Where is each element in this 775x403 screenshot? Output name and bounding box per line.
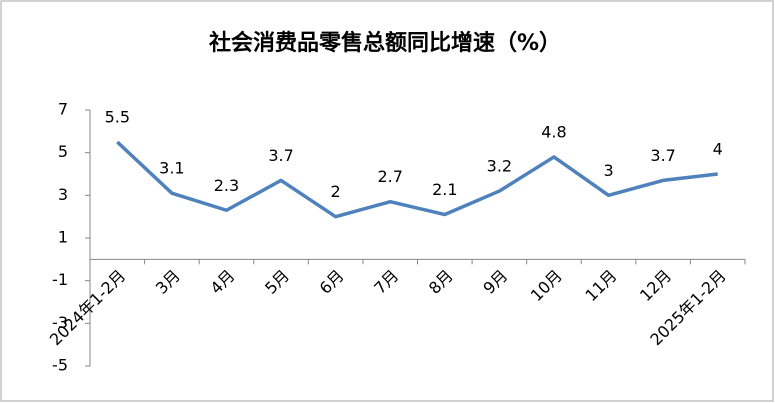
y-tick-label: -1 <box>52 270 68 289</box>
data-label: 3.2 <box>487 157 512 176</box>
data-label: 3 <box>603 161 613 180</box>
data-label: 3.1 <box>159 159 184 178</box>
data-label: 2.1 <box>432 180 457 199</box>
y-tick-label: 7 <box>58 100 68 119</box>
chart-title: 社会消费品零售总额同比增速（%） <box>209 30 561 56</box>
y-tick-label: 5 <box>58 142 68 161</box>
data-label: 3.7 <box>650 146 675 165</box>
data-label: 2 <box>331 182 341 201</box>
y-tick-label: -5 <box>52 356 68 375</box>
data-label: 2.7 <box>377 167 402 186</box>
data-label: 3.7 <box>268 146 293 165</box>
y-tick-label: 3 <box>58 185 68 204</box>
data-label: 2.3 <box>214 176 239 195</box>
data-label: 4 <box>713 140 723 159</box>
line-series <box>116 140 718 219</box>
y-tick-label: -3 <box>52 313 68 332</box>
y-tick-label: 1 <box>58 228 68 247</box>
data-label: 4.8 <box>541 122 566 141</box>
data-label: 5.5 <box>105 108 130 127</box>
